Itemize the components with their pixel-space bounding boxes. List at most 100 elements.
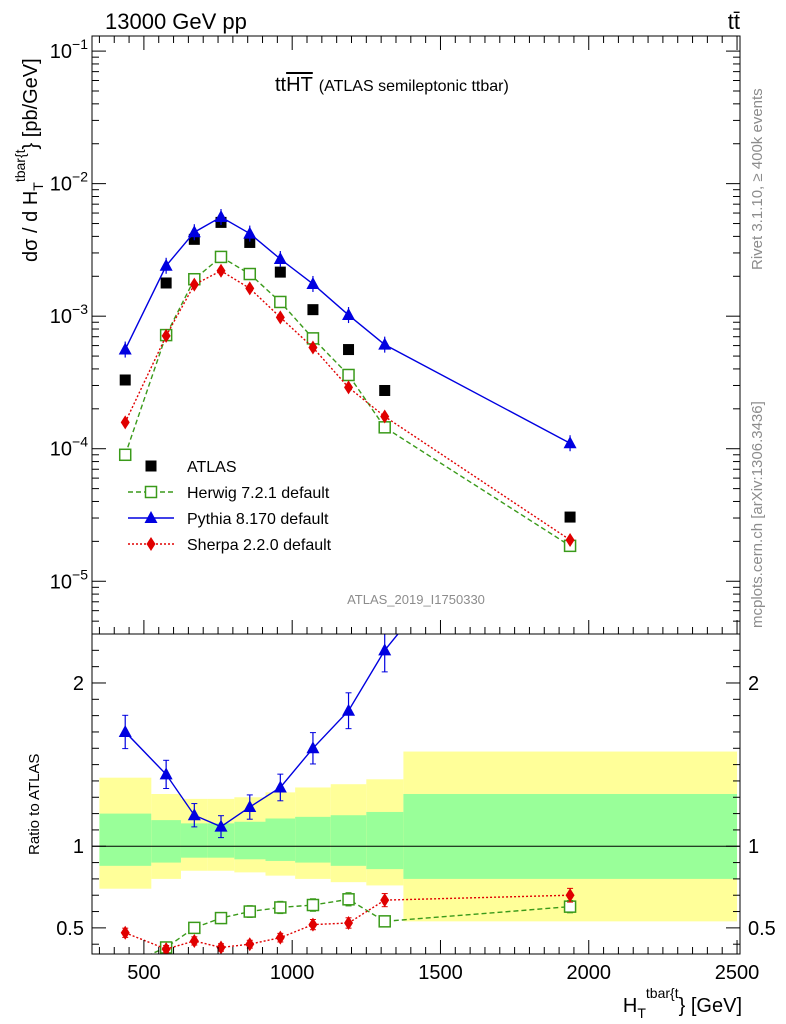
- ratio-point: [118, 724, 132, 737]
- legend-label: ATLAS: [187, 459, 237, 476]
- ratio-point: [342, 703, 356, 716]
- band-inner: [330, 815, 367, 866]
- data-point: [159, 258, 173, 271]
- data-point: [342, 308, 356, 321]
- ratio-point: [342, 893, 355, 906]
- band-inner: [295, 816, 331, 863]
- data-point: [214, 250, 228, 264]
- rivet-label: Rivet 3.1.10, ≥ 400k events: [749, 88, 766, 270]
- band-inner: [180, 823, 208, 858]
- data-point: [344, 380, 354, 395]
- ratio-point: [214, 911, 228, 925]
- legend-entry-data: ATLAS: [145, 459, 237, 476]
- ratio-point: [274, 901, 287, 914]
- band-inner: [99, 813, 152, 866]
- ratio-point: [380, 893, 390, 908]
- data-point: [243, 226, 257, 239]
- title-main: tt: [275, 74, 287, 96]
- y-axis-title-main: dσ / d HTtbar{t} [pb/GeV]: [12, 58, 46, 262]
- series-pythia: [118, 209, 577, 452]
- data-point: [380, 409, 390, 424]
- data-point: [343, 344, 355, 356]
- legend-marker: [144, 511, 158, 523]
- data-point: [214, 210, 228, 223]
- data-point: [565, 532, 575, 547]
- series-sherpa: [120, 263, 575, 547]
- y-tick-label: 10−2: [50, 169, 88, 196]
- ratio-series-pythia: [118, 415, 577, 839]
- ratio-point: [306, 898, 320, 912]
- y-tick-label: 10−4: [50, 434, 88, 461]
- data-point: [274, 295, 287, 309]
- y-tick-label: 10−5: [50, 566, 88, 593]
- ratio-point: [308, 917, 318, 932]
- data-point: [342, 368, 355, 382]
- legend-entry-sherpa: Sherpa 2.2.0 default: [128, 537, 332, 554]
- data-point: [187, 225, 201, 238]
- ratio-point: [214, 819, 228, 832]
- title-overline: HT: [286, 74, 313, 96]
- data-point: [564, 511, 576, 523]
- x-tick-label: 1000: [270, 962, 315, 984]
- ratio-point: [565, 888, 575, 903]
- data-point: [119, 374, 131, 386]
- data-point: [243, 267, 257, 281]
- band-inner: [234, 821, 266, 860]
- ratio-point: [344, 915, 354, 930]
- header-process-label: tt̄: [728, 9, 740, 34]
- data-point: [120, 415, 130, 430]
- legend-marker: [146, 537, 156, 551]
- x-axis-title: HTtbar{t} [GeV]: [623, 985, 742, 1021]
- ratio-point: [564, 415, 577, 427]
- ratio-series-sherpa: [120, 887, 575, 954]
- legend-marker: [144, 485, 158, 499]
- main-panel: 10−5 10−4 10−3 10−2 10−1: [50, 35, 741, 635]
- ratio-point: [273, 780, 287, 793]
- legend-label: Sherpa 2.2.0 default: [187, 537, 332, 554]
- x-tick-label: 2000: [567, 962, 612, 984]
- x-tick-label: 500: [127, 962, 160, 984]
- data-point: [379, 384, 391, 396]
- mcplots-label: mcplots.cern.ch [arXiv:1306.3436]: [749, 401, 766, 628]
- y-tick-label: 10−1: [50, 36, 88, 63]
- ratio-point: [378, 915, 391, 928]
- y-tick-label: 10−3: [50, 301, 88, 328]
- data-point: [274, 266, 286, 278]
- data-point: [306, 276, 320, 289]
- ratio-series-herwig: [149, 892, 577, 954]
- ratio-point: [216, 940, 226, 954]
- ratio-point: [187, 808, 201, 821]
- series-line-herwig: [124, 256, 571, 547]
- x-tick-label: 2500: [715, 962, 760, 984]
- legend-label: Herwig 7.2.1 default: [187, 485, 330, 502]
- analysis-id: ATLAS_2019_I1750330: [347, 592, 485, 607]
- ratio-tick-label-right: 2: [748, 673, 759, 695]
- data-point: [308, 340, 318, 355]
- ratio-tick-label-left: 1: [73, 836, 84, 858]
- legend-marker: [145, 460, 157, 472]
- series-line-pythia: [124, 216, 571, 444]
- x-tick-label: 1500: [418, 962, 463, 984]
- ratio-tick-label-right: 0.5: [748, 918, 776, 940]
- legend-entry-pythia: Pythia 8.170 default: [128, 511, 329, 528]
- data-point: [189, 277, 199, 292]
- ratio-point: [563, 900, 577, 913]
- data-point: [118, 342, 132, 355]
- ratio-line-sherpa: [124, 894, 571, 950]
- title-sub: (ATLAS semileptonic ttbar): [319, 78, 509, 95]
- legend: ATLAS Herwig 7.2.1 default Pythia 8.170 de…: [128, 459, 332, 554]
- ratio-point: [378, 643, 392, 656]
- data-point: [307, 304, 319, 316]
- ratio-tick-label-left: 0.5: [56, 918, 84, 940]
- ratio-point: [189, 933, 199, 948]
- ratio-line-pythia: [124, 634, 399, 828]
- band-inner: [265, 818, 296, 861]
- ratio-panel: 0.5 0.51 12 2500 1000 1500 2000 2500: [56, 415, 776, 984]
- ratio-point: [243, 800, 257, 813]
- data-point: [378, 337, 392, 350]
- data-point: [563, 436, 577, 449]
- legend-entry-herwig: Herwig 7.2.1 default: [128, 485, 330, 502]
- ratio-frame: [91, 633, 741, 955]
- band-inner: [151, 820, 181, 863]
